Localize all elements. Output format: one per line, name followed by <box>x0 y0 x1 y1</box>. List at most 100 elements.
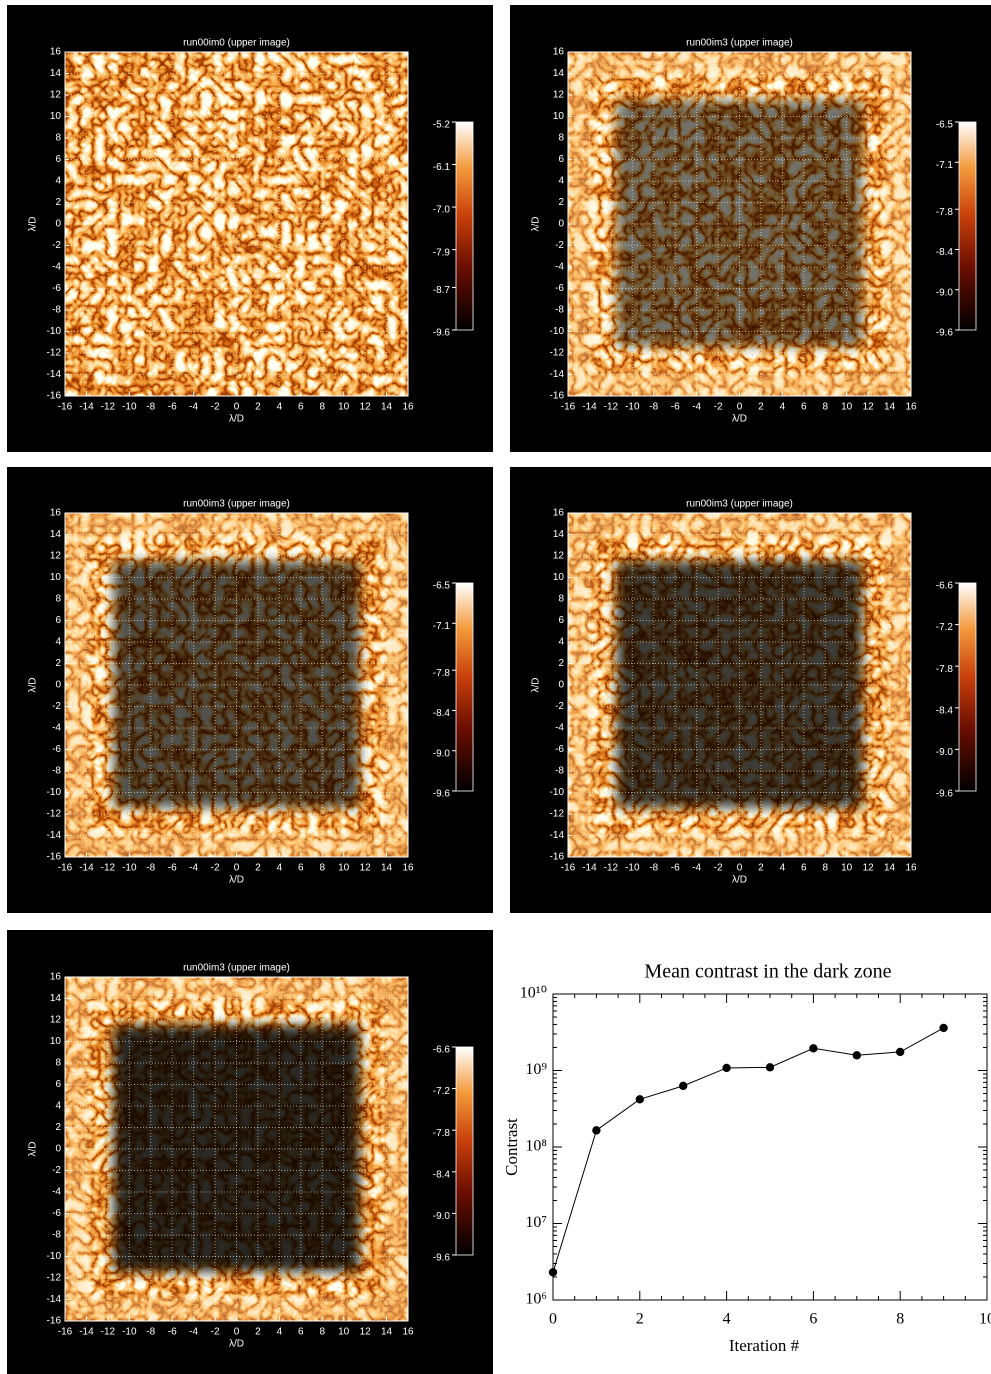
y-tick-label: 8 <box>558 594 564 605</box>
y-tick-label: 12 <box>50 90 62 101</box>
data-point <box>635 1095 644 1104</box>
x-tick-label: 16 <box>402 1327 414 1338</box>
y-tick-label: -6 <box>52 283 61 294</box>
x-tick-label: -10 <box>122 1327 137 1338</box>
colorbar-tick-label: -6.5 <box>433 581 451 592</box>
image-panel: -16 -14 -12 -10 -8 -6 -4 -2 0 2 4 6 8 10 12 14 16-16-14-… <box>28 963 474 1350</box>
x-tick-label: 10 <box>841 402 853 413</box>
data-point <box>852 1051 861 1060</box>
colorbar-tick-label: -8.4 <box>936 247 954 258</box>
x-tick-label: -6 <box>168 1327 177 1338</box>
x-tick-label: 0 <box>234 863 240 874</box>
colorbar-tick-label: -7.8 <box>433 1128 451 1139</box>
x-tick-label: -12 <box>604 402 619 413</box>
x-tick-label: -16 <box>58 863 73 874</box>
colorbar-tick-label: -9.0 <box>936 747 954 758</box>
x-tick-label: -4 <box>692 402 701 413</box>
y-tick-label: 8 <box>558 133 564 144</box>
x-tick-label: 12 <box>863 402 875 413</box>
colorbar-tick-label: -8.4 <box>433 1169 451 1180</box>
x-tick-label: 12 <box>360 1327 372 1338</box>
x-tick-label: 10 <box>979 1311 991 1328</box>
x-tick-label: 8 <box>822 863 828 874</box>
colorbar <box>958 121 977 331</box>
y-tick-label: 6 <box>55 1079 61 1090</box>
x-tick-label: 4 <box>723 1311 731 1328</box>
x-tick-label: -8 <box>146 863 155 874</box>
colorbar-tick-label: -6.6 <box>936 581 954 592</box>
x-tick-label: -4 <box>692 863 701 874</box>
y-tick-label: -12 <box>47 809 62 820</box>
y-tick-label: -14 <box>550 830 565 841</box>
y-tick-label: 16 <box>50 47 62 58</box>
x-tick-label: 8 <box>319 402 325 413</box>
y-tick-label: 14 <box>553 529 565 540</box>
x-tick-label: 0 <box>234 402 240 413</box>
y-tick-label: 16 <box>50 972 62 983</box>
x-tick-label: -8 <box>146 402 155 413</box>
line-chart: 0 2 4 6 8 10 10⁶ 10⁷ 10⁸ 10⁹ 10¹⁰ Mean contrast in … <box>502 961 991 1355</box>
x-tick-label: -14 <box>79 1327 94 1338</box>
x-axis-label: λ/D <box>229 875 244 886</box>
colorbar-tick-label: -8.4 <box>936 705 954 716</box>
y-tick-label: 10⁶ <box>525 1291 547 1308</box>
y-tick-label: -16 <box>47 391 62 402</box>
data-point <box>679 1081 688 1091</box>
x-tick-label: 16 <box>402 402 414 413</box>
y-axis-label: λ/D <box>531 678 542 693</box>
x-tick-label: 10 <box>338 402 350 413</box>
y-tick-label: 0 <box>558 680 564 691</box>
colorbar <box>455 1046 474 1256</box>
x-tick-label: 2 <box>255 402 261 413</box>
y-axis-label: λ/D <box>28 217 39 232</box>
x-tick-label: 0 <box>737 863 743 874</box>
y-tick-label: 10 <box>50 111 62 122</box>
panel-title: run00im3 (upper image) <box>183 963 290 974</box>
y-tick-label: 10¹⁰ <box>520 985 547 1002</box>
y-tick-label: -6 <box>555 283 564 294</box>
x-tick-label: 0 <box>549 1311 557 1328</box>
x-tick-label: 10 <box>841 863 853 874</box>
y-tick-label: -8 <box>52 766 61 777</box>
y-tick-label: -2 <box>52 240 61 251</box>
x-tick-label: -14 <box>79 402 94 413</box>
y-tick-label: 14 <box>50 993 62 1004</box>
plot-frame <box>64 512 409 858</box>
x-tick-label: -6 <box>671 863 680 874</box>
x-axis-label: Iteration # <box>729 1336 800 1355</box>
x-tick-label: 12 <box>863 863 875 874</box>
x-tick-label: -12 <box>604 863 619 874</box>
x-tick-label: 12 <box>360 402 372 413</box>
colorbar-tick-label: -5.2 <box>433 120 451 131</box>
colorbar-tick-label: -9.6 <box>433 789 451 800</box>
colorbar-tick-label: -7.1 <box>936 160 954 171</box>
x-tick-label: 4 <box>780 863 786 874</box>
colorbar-tick-label: -6.1 <box>433 162 451 173</box>
y-tick-label: -2 <box>52 701 61 712</box>
colorbar-tick-label: -9.0 <box>433 1211 451 1222</box>
y-tick-label: -8 <box>555 305 564 316</box>
colorbar-tick-label: -9.6 <box>936 789 954 800</box>
y-tick-label: -12 <box>550 809 565 820</box>
colorbar-tick-label: -7.8 <box>936 207 954 218</box>
x-axis-label: λ/D <box>229 1339 244 1350</box>
x-tick-label: -6 <box>168 402 177 413</box>
x-tick-label: -8 <box>146 1327 155 1338</box>
plot-frame <box>567 512 912 858</box>
y-axis-label: λ/D <box>28 678 39 693</box>
y-tick-label: 16 <box>50 508 62 519</box>
y-tick-label: 12 <box>50 1015 62 1026</box>
x-tick-label: 10 <box>338 1327 350 1338</box>
y-tick-label: -12 <box>47 348 62 359</box>
y-tick-label: -12 <box>550 348 565 359</box>
y-tick-label: 2 <box>55 197 61 208</box>
x-tick-label: -4 <box>189 402 198 413</box>
y-tick-label: -8 <box>52 1230 61 1241</box>
colorbar-tick-label: -7.2 <box>936 622 954 633</box>
colorbar-tick-label: -6.5 <box>936 120 954 131</box>
y-tick-label: 6 <box>55 154 61 165</box>
y-tick-label: 6 <box>55 615 61 626</box>
x-tick-label: 4 <box>277 863 283 874</box>
y-tick-label: 2 <box>558 658 564 669</box>
plot-frame <box>64 976 409 1322</box>
